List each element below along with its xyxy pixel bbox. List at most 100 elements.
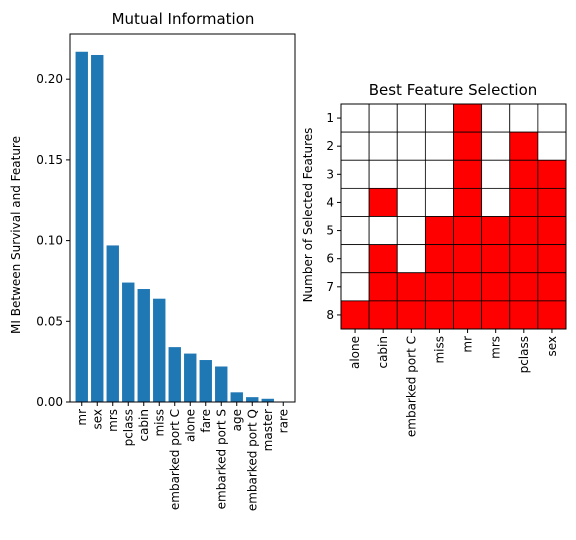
cell-5-mrs [481,216,511,246]
left-y-axis-label: MI Between Survival and Feature [9,136,23,334]
bar-miss [153,298,166,402]
x-tick-label: miss [152,409,166,437]
left-chart-title: Mutual Information [112,10,255,28]
left-plot-frame [69,33,296,403]
right-chart-title: Best Feature Selection [369,81,538,99]
cell-2-sex [537,131,567,161]
y-tick-label: 4 [326,195,334,209]
cell-5-cabin [368,216,398,246]
bar-pclass [122,282,135,402]
cell-8-alone [340,300,370,330]
cell-8-embarked-port-C [396,300,426,330]
x-tick-label: miss [432,336,446,364]
x-tick-label: pclass [517,336,531,373]
cell-5-pclass [509,216,539,246]
cell-3-pclass [509,159,539,189]
cell-6-pclass [509,244,539,274]
x-tick-label: sex [90,409,104,430]
cell-3-mrs [481,159,511,189]
cell-2-pclass [509,131,539,161]
bar-alone [184,353,197,402]
bar-fare [199,360,212,402]
x-tick-label: pclass [121,409,135,446]
cell-1-alone [340,103,370,133]
x-tick-label: cabin [137,409,151,442]
bar-mr [75,51,88,402]
y-tick-label: 0.20 [36,72,63,86]
x-tick-label: mr [461,336,475,353]
cell-7-cabin [368,272,398,302]
cell-2-mr [453,131,483,161]
y-tick-label: 0.10 [36,234,63,248]
cell-2-alone [340,131,370,161]
cell-5-embarked-port-C [396,216,426,246]
cell-7-miss [424,272,454,302]
x-tick-label: mr [75,409,89,426]
cell-5-sex [537,216,567,246]
cell-4-mrs [481,187,511,217]
y-tick-label: 0.00 [36,395,63,409]
cell-4-pclass [509,187,539,217]
right-y-axis-label: Number of Selected Features [301,128,315,303]
x-tick-label: master [261,409,275,451]
cell-7-mr [453,272,483,302]
cell-3-alone [340,159,370,189]
cell-7-embarked-port-C [396,272,426,302]
cell-4-sex [537,187,567,217]
y-tick-label: 5 [326,224,334,238]
best-feature-selection-chart: Best Feature Selection Number of Selecte… [301,81,567,437]
x-tick-label: embarked port C [168,409,182,510]
x-tick-label: embarked port S [214,409,228,509]
bar-age [230,392,243,402]
cell-6-embarked-port-C [396,244,426,274]
cell-8-miss [424,300,454,330]
cell-8-sex [537,300,567,330]
right-plot-frame [340,103,567,330]
cell-1-miss [424,103,454,133]
cell-4-miss [424,187,454,217]
cell-2-embarked-port-C [396,131,426,161]
y-tick-label: 7 [326,280,334,294]
cell-6-alone [340,244,370,274]
x-tick-label: cabin [376,336,390,369]
bar-mrs [106,245,119,402]
cell-8-mrs [481,300,511,330]
y-tick-label: 8 [326,308,334,322]
y-tick-label: 1 [326,111,334,125]
cell-8-pclass [509,300,539,330]
y-tick-label: 2 [326,139,334,153]
cell-7-alone [340,272,370,302]
cell-1-mr [453,103,483,133]
cell-3-miss [424,159,454,189]
cell-2-mrs [481,131,511,161]
bar-embarked-port-Q [246,397,259,402]
bar-embarked-port-S [215,366,228,402]
y-tick-label: 6 [326,252,334,266]
x-tick-label: rare [276,409,290,433]
x-tick-label: age [230,409,244,431]
cell-3-cabin [368,159,398,189]
cell-4-mr [453,187,483,217]
cell-6-mr [453,244,483,274]
bar-embarked-port-C [168,347,181,402]
cell-3-mr [453,159,483,189]
x-tick-label: mrs [489,336,503,359]
cell-8-mr [453,300,483,330]
cell-6-cabin [368,244,398,274]
cell-6-mrs [481,244,511,274]
cell-2-miss [424,131,454,161]
y-tick-label: 0.15 [36,153,63,167]
cell-3-sex [537,159,567,189]
y-tick-label: 0.05 [36,314,63,328]
cell-7-sex [537,272,567,302]
cell-1-pclass [509,103,539,133]
cell-2-cabin [368,131,398,161]
cell-5-mr [453,216,483,246]
cell-1-cabin [368,103,398,133]
cell-4-embarked-port-C [396,187,426,217]
y-tick-label: 3 [326,167,334,181]
cell-1-embarked-port-C [396,103,426,133]
x-tick-label: mrs [106,409,120,432]
x-tick-label: embarked port C [404,336,418,437]
